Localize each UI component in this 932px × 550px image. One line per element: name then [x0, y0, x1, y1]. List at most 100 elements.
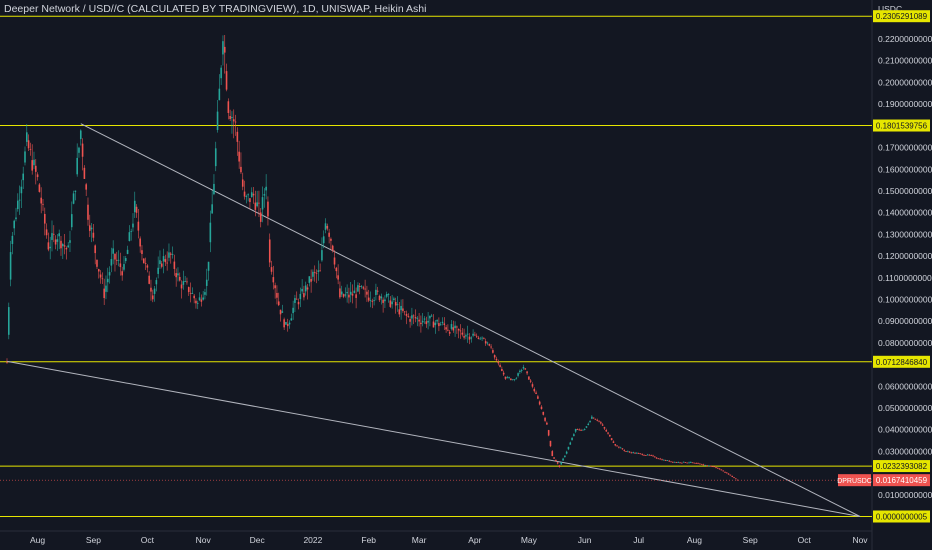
x-tick-label: 2022 [303, 535, 322, 545]
candle-body [726, 472, 728, 474]
candle-body [135, 206, 138, 213]
candle-body [421, 320, 424, 323]
candle-body [106, 278, 109, 283]
candle-body [272, 277, 275, 283]
candle-body [567, 446, 570, 450]
candle-body [465, 335, 467, 337]
candle-body [438, 323, 440, 327]
candle-body [621, 448, 624, 450]
candle-body [466, 333, 469, 335]
candle-body [182, 281, 185, 285]
candle-body [560, 462, 563, 465]
candle-body [22, 173, 24, 181]
candle-body [195, 300, 197, 304]
candle-body [612, 441, 615, 443]
candle-body [661, 459, 663, 461]
candle-body [627, 451, 629, 453]
candle-body [670, 461, 672, 463]
candle-body [632, 452, 635, 454]
candle-body [331, 245, 334, 251]
candle-body [679, 462, 681, 464]
y-tick-label: 0.1600000000 [878, 164, 932, 174]
candle-body [492, 350, 494, 353]
candle-body [529, 380, 532, 382]
candle-body [625, 451, 627, 452]
candle-body [722, 470, 725, 472]
candle-body [322, 236, 325, 244]
candle-body [166, 262, 168, 264]
candle-body [601, 424, 604, 426]
candle-body [555, 459, 557, 461]
candle-body [508, 377, 510, 378]
candle-body [297, 301, 300, 305]
level-label: 0.0232393082 [876, 462, 928, 471]
candle-body [483, 338, 485, 340]
candle-body [720, 469, 723, 471]
candle-body [202, 297, 204, 300]
candle-body [279, 309, 282, 315]
candle-body [558, 465, 561, 467]
candle-body [153, 288, 156, 294]
candle-body [56, 239, 59, 242]
candle-body [564, 455, 566, 458]
candle-body [481, 337, 483, 339]
candle-body [45, 229, 48, 236]
candle-body [412, 315, 415, 317]
candle-body [614, 444, 617, 446]
candle-body [132, 223, 134, 228]
candle-body [441, 321, 444, 324]
candle-body [736, 479, 739, 481]
candle-body [60, 240, 62, 249]
y-tick-label: 0.2200000000 [878, 34, 932, 44]
candle-body [16, 200, 19, 210]
candle-body [416, 317, 419, 319]
candle-body [718, 468, 721, 470]
candle-body [664, 460, 667, 462]
candle-body [609, 435, 611, 437]
candle-body [222, 41, 224, 55]
candle-body [34, 165, 37, 172]
candle-body [448, 331, 451, 334]
candle-body [115, 259, 118, 261]
candle-body [691, 462, 694, 464]
candle-body [277, 301, 280, 306]
candle-body [708, 465, 710, 467]
candle-body [79, 130, 82, 140]
candle-body [569, 442, 572, 445]
candle-body [385, 293, 388, 297]
candle-body [78, 147, 80, 153]
candle-body [493, 355, 496, 358]
candle-body [315, 272, 318, 274]
candle-body [434, 322, 437, 326]
candle-body [675, 462, 678, 464]
candle-body [92, 232, 95, 238]
candle-body [256, 202, 258, 207]
candle-body [484, 341, 487, 344]
candle-body [108, 272, 111, 276]
candle-body [366, 291, 368, 295]
candle-body [373, 300, 375, 301]
candle-body [380, 296, 383, 299]
candle-body [650, 455, 653, 456]
candle-body [326, 225, 329, 229]
candle-body [187, 287, 190, 293]
candle-body [429, 315, 431, 319]
candle-body [31, 160, 33, 171]
y-tick-label: 0.0400000000 [878, 425, 932, 435]
symbol-badge-bg [838, 474, 871, 487]
candle-body [641, 454, 644, 455]
candle-body [243, 191, 246, 197]
candle-body [70, 214, 73, 228]
candle-body [312, 271, 314, 277]
candle-body [339, 288, 341, 298]
candle-body [524, 368, 527, 370]
candle-body [587, 423, 590, 426]
x-tick-label: Mar [412, 535, 427, 545]
candle-body [184, 280, 186, 282]
candle-body [180, 284, 183, 289]
level-label: 0.2305291089 [876, 12, 928, 21]
candle-body [25, 132, 28, 142]
candle-body [97, 269, 100, 272]
candle-body [648, 454, 651, 456]
